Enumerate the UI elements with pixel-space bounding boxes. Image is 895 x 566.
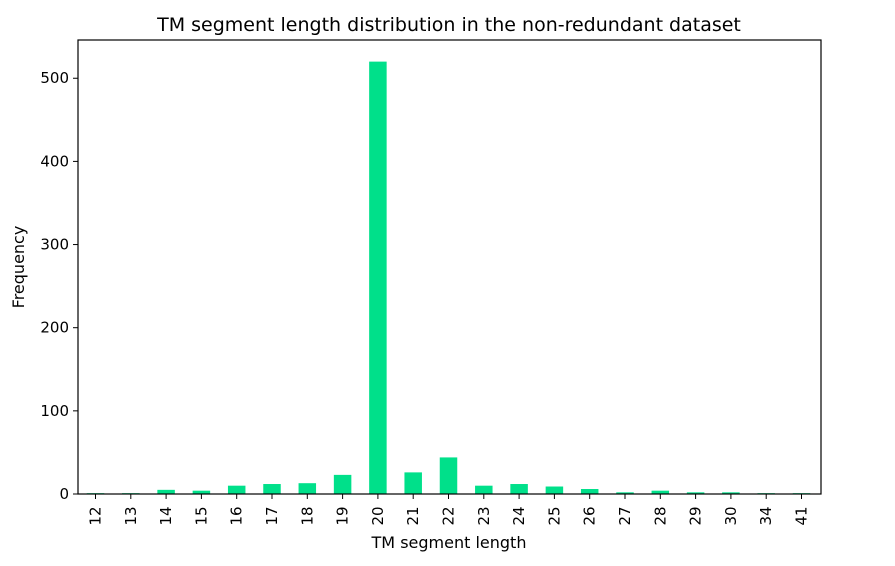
bar-27 (616, 492, 634, 494)
x-tick-label-19: 19 (334, 506, 352, 525)
y-tick-label-200: 200 (40, 319, 69, 337)
bar-20 (369, 61, 387, 494)
x-tick-label-22: 22 (440, 506, 458, 525)
x-tick-label-26: 26 (581, 506, 599, 525)
bars-group (86, 61, 811, 494)
y-tick-label-100: 100 (40, 402, 69, 420)
bar-19 (333, 474, 352, 494)
bar-14 (157, 489, 175, 494)
chart-title: TM segment length distribution in the no… (156, 14, 741, 36)
y-axis-label: Frequency (9, 226, 28, 309)
x-tick-label-23: 23 (475, 506, 493, 525)
x-tick-label-27: 27 (616, 506, 634, 525)
x-tick-label-15: 15 (192, 506, 210, 525)
x-tick-label-18: 18 (298, 506, 316, 525)
x-tick-label-14: 14 (157, 506, 175, 525)
x-tick-label-12: 12 (87, 506, 105, 525)
x-tick-label-29: 29 (687, 506, 705, 525)
x-tick-label-13: 13 (122, 506, 140, 525)
bar-17 (263, 484, 281, 494)
x-tick-label-34: 34 (757, 506, 775, 525)
y-tick-label-300: 300 (40, 236, 69, 254)
bar-24 (510, 484, 528, 494)
x-axis-label: TM segment length (371, 533, 527, 552)
bar-28 (651, 490, 670, 494)
bar-26 (580, 489, 599, 494)
x-tick-label-25: 25 (545, 506, 563, 525)
axes-frame (77, 39, 822, 495)
bar-16 (227, 485, 246, 494)
bar-29 (686, 492, 705, 494)
x-tick-label-30: 30 (722, 506, 740, 525)
y-tick-label-0: 0 (59, 485, 69, 503)
bar-25 (545, 486, 564, 494)
x-tick-label-24: 24 (510, 506, 528, 525)
x-axis: 12 13 14 15 16 17 18 19 20 21 22 23 24 25 26 27 28 29 30 34… (87, 494, 811, 526)
x-tick-label-16: 16 (228, 506, 246, 525)
bar-30 (722, 492, 740, 494)
y-tick-label-500: 500 (40, 69, 69, 87)
y-tick-label-400: 400 (40, 152, 69, 170)
bar-21 (404, 472, 422, 494)
x-tick-label-21: 21 (404, 506, 422, 525)
bar-23 (475, 485, 493, 494)
x-tick-label-41: 41 (793, 506, 811, 525)
x-tick-label-28: 28 (651, 506, 669, 525)
x-tick-label-17: 17 (263, 506, 281, 525)
x-tick-label-20: 20 (369, 506, 387, 525)
bar-22 (439, 457, 458, 494)
bar-15 (192, 490, 211, 494)
bar-18 (298, 483, 317, 494)
y-axis: 0 100 200 300 400 500 (40, 69, 78, 503)
